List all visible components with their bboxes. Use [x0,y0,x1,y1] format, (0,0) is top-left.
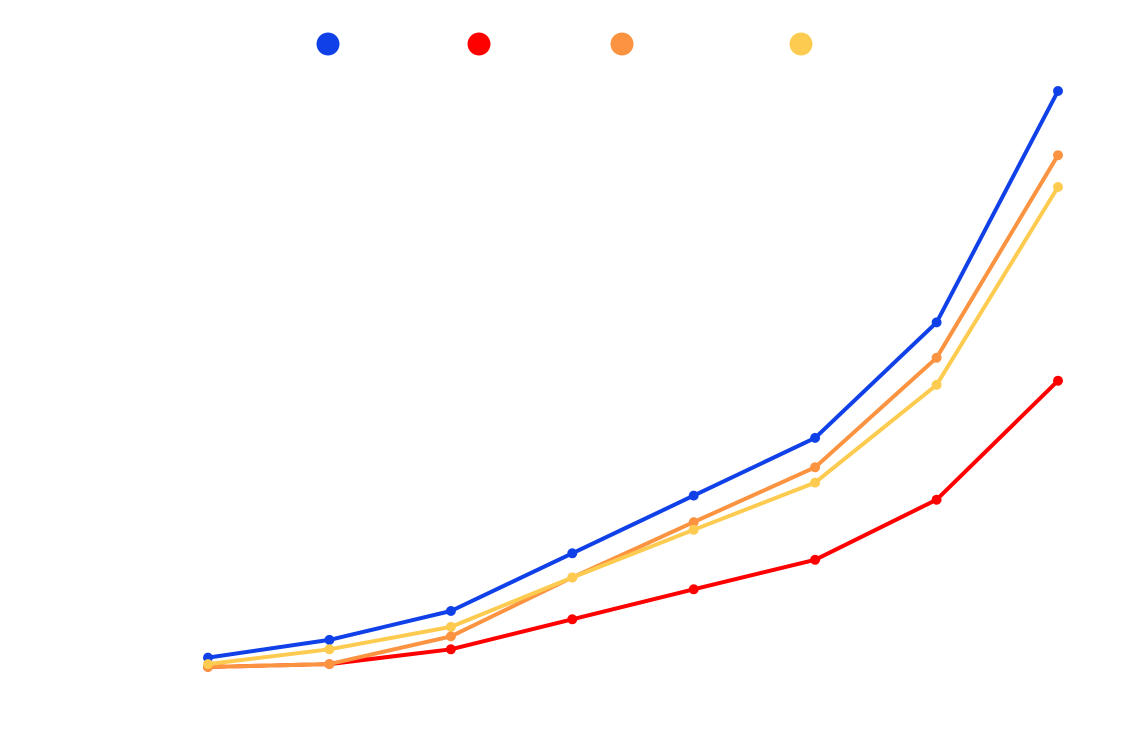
data-point [1053,375,1063,386]
data-point [445,631,456,642]
data-point [567,548,578,559]
data-point [688,490,699,501]
data-point [810,477,821,488]
data-point [445,644,456,655]
legend-marker-4 [789,32,813,56]
series-line-1 [206,89,1060,660]
data-point [931,379,942,390]
series-line-2 [206,378,1060,669]
legend-marker-1 [316,32,340,56]
series-1 [203,86,1063,663]
series-line-4 [206,185,1060,667]
data-point [931,317,942,328]
data-point [445,621,456,632]
data-point [203,659,213,670]
data-point [1053,182,1063,192]
data-point [810,432,821,443]
legend-marker-3 [610,32,634,56]
data-point [688,517,699,528]
series-4 [203,182,1063,670]
data-point [931,352,942,363]
data-point [567,572,578,583]
data-point [931,494,942,505]
data-point [324,644,335,655]
data-point [1053,150,1063,161]
data-point [810,462,821,473]
data-point [688,524,699,535]
data-point [688,584,699,595]
plot-area [203,86,1063,672]
series-3 [203,150,1063,672]
legend-marker-2 [467,32,491,56]
data-point [1053,86,1063,96]
series-line-3 [206,153,1060,669]
data-point [324,634,335,645]
data-point [810,554,821,565]
data-point [324,659,335,670]
data-point [445,606,456,616]
legend [316,32,813,56]
data-point [567,614,578,625]
